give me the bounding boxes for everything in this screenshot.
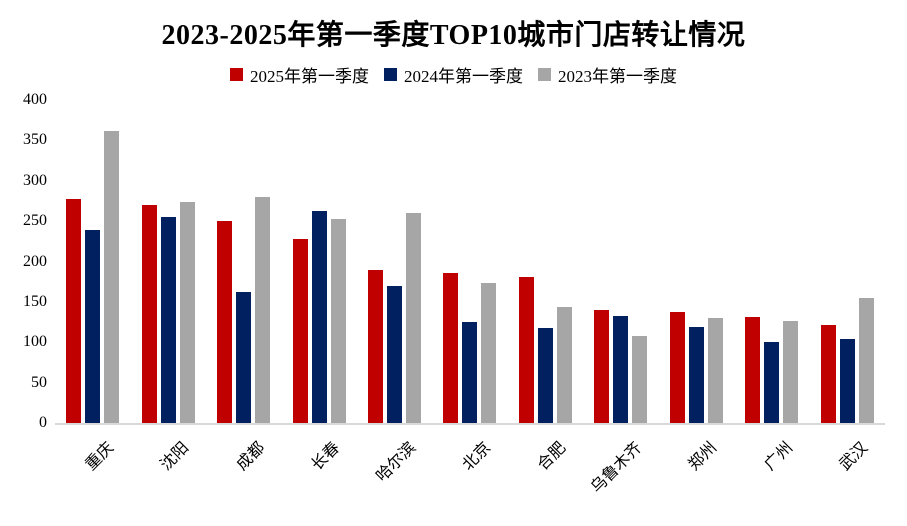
bar-group-6: 北京 bbox=[432, 100, 507, 474]
x-axis-label-合肥: 合肥 bbox=[535, 439, 570, 474]
bar-2023年第一季度-郑州 bbox=[707, 318, 723, 423]
bar-2024年第一季度-重庆 bbox=[85, 230, 101, 423]
y-axis-tick-label: 350 bbox=[23, 131, 47, 149]
bar-group-8: 乌鲁木齐 bbox=[583, 100, 658, 497]
bar-group-4: 长春 bbox=[281, 100, 356, 474]
legend-label-2023: 2023年第一季度 bbox=[558, 66, 677, 86]
bar-2023年第一季度-沈阳 bbox=[179, 201, 195, 423]
bar-group-2: 沈阳 bbox=[130, 100, 205, 474]
bar-2024年第一季度-乌鲁木齐 bbox=[613, 315, 629, 423]
bar-2025年第一季度-长春 bbox=[292, 238, 308, 423]
x-axis-label-乌鲁木齐: 乌鲁木齐 bbox=[587, 439, 646, 497]
bar-2024年第一季度-沈阳 bbox=[160, 217, 176, 423]
x-axis-label-沈阳: 沈阳 bbox=[157, 439, 193, 474]
bar-2024年第一季度-武汉 bbox=[839, 339, 855, 423]
legend: 2025年第一季度 2024年第一季度 2023年第一季度 bbox=[0, 62, 907, 86]
bar-2023年第一季度-乌鲁木齐 bbox=[632, 335, 648, 423]
x-axis-label-郑州: 郑州 bbox=[685, 439, 721, 474]
bar-2024年第一季度-北京 bbox=[462, 322, 478, 423]
y-axis: 0 50 100 150 200 250 300 350 400 bbox=[0, 92, 47, 431]
bar-2025年第一季度-成都 bbox=[217, 221, 233, 423]
bar-group-5: 哈尔滨 bbox=[357, 100, 432, 485]
legend-item-2025: 2025年第一季度 bbox=[230, 62, 369, 87]
bar-2025年第一季度-重庆 bbox=[66, 198, 82, 423]
x-axis-label-成都: 成都 bbox=[233, 439, 268, 474]
y-axis-tick-label: 250 bbox=[23, 212, 47, 230]
bar-2025年第一季度-沈阳 bbox=[141, 204, 157, 423]
bar-2024年第一季度-成都 bbox=[236, 292, 252, 423]
bar-2024年第一季度-合肥 bbox=[537, 327, 553, 423]
bar-2023年第一季度-北京 bbox=[481, 283, 497, 423]
y-axis-tick-label: 200 bbox=[23, 252, 47, 270]
legend-label-2024: 2024年第一季度 bbox=[404, 66, 523, 86]
plot-area: 重庆 沈阳 成都 长春 哈尔滨 北京 合肥 乌鲁木齐 郑州 广州 武汉 bbox=[55, 100, 885, 497]
bar-2024年第一季度-郑州 bbox=[688, 326, 704, 423]
bar-2023年第一季度-哈尔滨 bbox=[406, 213, 422, 423]
bar-group-11: 武汉 bbox=[810, 100, 885, 474]
bar-2023年第一季度-合肥 bbox=[556, 306, 572, 423]
bar-2023年第一季度-广州 bbox=[783, 321, 799, 423]
bar-2025年第一季度-郑州 bbox=[669, 312, 685, 423]
bar-2023年第一季度-成都 bbox=[255, 196, 271, 423]
bar-2025年第一季度-乌鲁木齐 bbox=[594, 309, 610, 423]
x-axis-label-重庆: 重庆 bbox=[82, 439, 117, 474]
y-axis-tick-label: 400 bbox=[23, 91, 47, 108]
bar-group-7: 合肥 bbox=[508, 100, 583, 474]
chart-title: 2023-2025年第一季度TOP10城市门店转让情况 bbox=[161, 20, 746, 51]
bar-2025年第一季度-哈尔滨 bbox=[368, 269, 384, 423]
bar-group-3: 成都 bbox=[206, 100, 281, 474]
legend-swatch-2024 bbox=[384, 67, 397, 81]
bar-2025年第一季度-武汉 bbox=[820, 325, 836, 423]
bar-group-9: 郑州 bbox=[659, 100, 734, 474]
legend-swatch-2025 bbox=[230, 67, 243, 81]
legend-label-2025: 2025年第一季度 bbox=[250, 66, 369, 86]
y-axis-tick-label: 300 bbox=[23, 171, 47, 189]
bar-group-1: 重庆 bbox=[55, 100, 130, 474]
bar-2023年第一季度-重庆 bbox=[104, 130, 120, 423]
x-axis-label-武汉: 武汉 bbox=[836, 439, 872, 474]
y-axis-tick-label: 0 bbox=[39, 414, 47, 431]
bar-2024年第一季度-哈尔滨 bbox=[387, 285, 403, 423]
legend-swatch-2023 bbox=[538, 67, 551, 81]
y-axis-tick-label: 150 bbox=[23, 292, 47, 310]
x-axis-label-北京: 北京 bbox=[459, 439, 495, 474]
y-axis-tick-label: 50 bbox=[31, 373, 47, 391]
x-axis-label-哈尔滨: 哈尔滨 bbox=[372, 439, 419, 486]
bar-2025年第一季度-合肥 bbox=[518, 276, 534, 423]
x-axis-label-长春: 长春 bbox=[308, 439, 344, 474]
bar-group-10: 广州 bbox=[734, 100, 809, 474]
legend-item-2023: 2023年第一季度 bbox=[538, 62, 677, 87]
bar-2025年第一季度-广州 bbox=[745, 317, 761, 423]
bar-2023年第一季度-武汉 bbox=[858, 297, 874, 423]
y-axis-tick-label: 100 bbox=[23, 333, 47, 351]
legend-item-2024: 2024年第一季度 bbox=[384, 62, 523, 87]
bar-2024年第一季度-长春 bbox=[311, 211, 327, 423]
bar-2023年第一季度-长春 bbox=[330, 218, 346, 423]
bar-2024年第一季度-广州 bbox=[764, 342, 780, 423]
bar-2025年第一季度-北京 bbox=[443, 272, 459, 423]
x-axis-label-广州: 广州 bbox=[761, 439, 797, 474]
